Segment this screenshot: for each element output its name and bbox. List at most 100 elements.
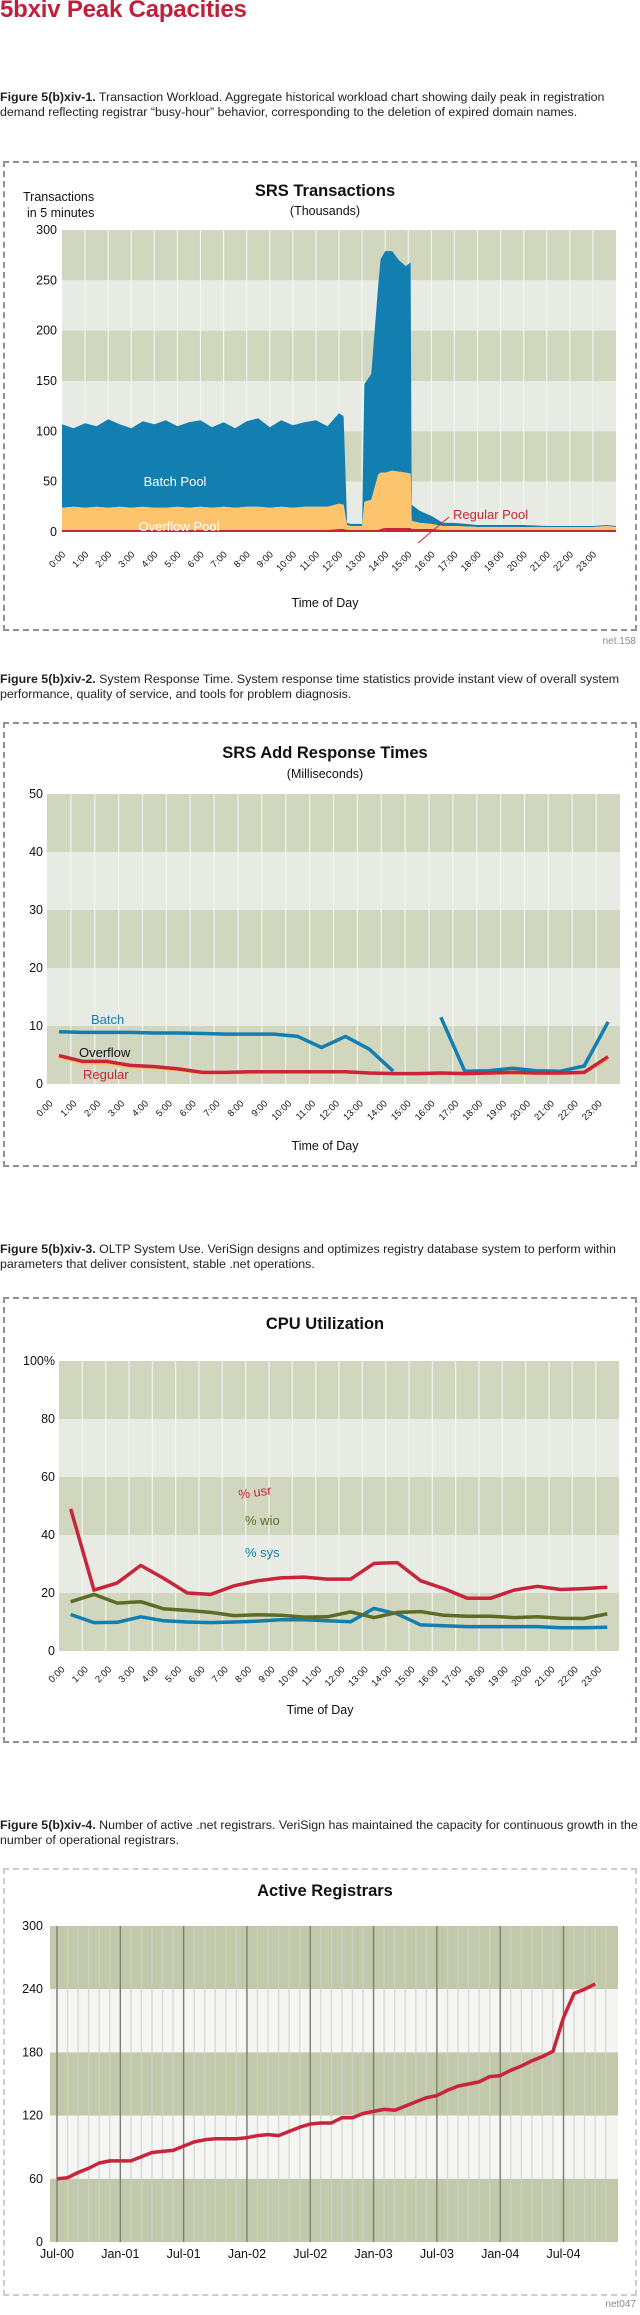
y-tick-label: 0 [50,525,57,539]
x-tick-label: 3:00 [106,1098,127,1119]
x-tick-label: 9:00 [255,549,276,570]
caption-label: Figure 5(b)xiv-1. [0,90,96,104]
x-tick-label: 22:00 [556,1098,581,1123]
cpu-utilization-chart: CPU Utilization 0 20 40 60 80 100% % usr % wio % … [23,1315,619,1717]
x-tick-label: Jul-00 [40,2247,74,2261]
x-tick-label: 18:00 [459,549,484,574]
chart-subtitle: (Thousands) [290,204,360,218]
x-tick-label: 15:00 [389,1098,414,1123]
x-tick-label: 15:00 [393,1664,418,1689]
figure-3-frame: CPU Utilization 0 20 40 60 80 100% % usr % wio % … [3,1297,637,1743]
x-tick-label: Jan-02 [228,2247,266,2261]
x-tick-label: 5:00 [154,1098,175,1119]
x-tick-label: 11:00 [298,549,322,573]
page-title: 5bxiv Peak Capacities [0,0,247,23]
regular-pool-label: Regular Pool [453,507,528,522]
y-tick-label: 50 [43,475,57,489]
chart-title: SRS Add Response Times [222,744,427,762]
x-tick-label: 0:00 [47,549,68,570]
line-regular [58,1053,610,1076]
x-tick-label: 16:00 [413,549,438,574]
x-tick-label: 12:00 [317,1098,342,1123]
y-tick-label: 60 [41,1470,55,1484]
x-tick-label: 3:00 [117,549,138,570]
figure-code: net047 [605,2299,636,2310]
x-tick-label: 23:00 [574,549,599,574]
x-tick-label: Jan-04 [481,2247,519,2261]
x-tick-label: 6:00 [186,549,207,570]
grid-band [50,1926,618,1990]
x-tick-label: 2:00 [82,1098,103,1119]
y-axis-label: in 5 minutes [27,206,94,220]
caption-text: Transaction Workload. Aggregate historic… [0,90,605,119]
figure-3-caption: Figure 5(b)xiv-3. OLTP System Use. VeriS… [0,1242,640,1272]
y-tick-label: 0 [48,1644,55,1658]
y-tick-label: 0 [36,1077,43,1091]
y-tick-label: 100% [23,1354,55,1368]
x-tick-label: 2:00 [93,549,114,570]
active-registrars-chart: Active Registrars Jul-00 Jan-01 Jul-01 Jan-0… [22,1882,618,2261]
x-tick-label: 3:00 [117,1664,138,1685]
x-tick-label: Jul-01 [167,2247,201,2261]
x-tick-label: 1:00 [70,549,91,570]
srs-response-times-chart: SRS Add Response Times (Milliseconds) 0 10 2… [29,744,620,1153]
area-batch-pool [62,251,616,527]
x-tick-label: 8:00 [233,1664,254,1685]
overflow-pool-label: Overflow Pool [139,519,220,534]
y-tick-label: 0 [36,2235,43,2249]
x-tick-label: 23:00 [580,1664,605,1689]
y-tick-label: 50 [29,787,43,801]
x-tick-label: 23:00 [580,1098,605,1123]
figure-2-caption: Figure 5(b)xiv-2. System Response Time. … [0,672,640,702]
caption-label: Figure 5(b)xiv-2. [0,672,96,686]
grid-band [50,2052,618,2116]
y-tick-label: 20 [29,961,43,975]
x-tick-label: 21:00 [528,549,553,574]
x-tick-label: 0:00 [35,1098,56,1119]
x-tick-label: 10:00 [276,1664,301,1689]
x-tick-label: 12:00 [323,1664,348,1689]
chart-title: Active Registrars [257,1882,393,1900]
batch-pool-label: Batch Pool [144,474,207,489]
x-tick-label: Jul-02 [293,2247,327,2261]
x-tick-label: 10:00 [270,1098,295,1123]
x-tick-label: 5:00 [163,1664,184,1685]
x-tick-label: 13:00 [341,1098,366,1123]
grid-band [50,1989,618,2053]
x-tick-label: 5:00 [163,549,184,570]
y-axis-label: Transactions [23,190,94,204]
x-tick-label: 12:00 [321,549,346,574]
y-tick-label: 60 [29,2172,43,2186]
x-tick-label: 19:00 [485,1098,510,1123]
usr-label: % usr [237,1482,273,1502]
x-tick-label: 11:00 [294,1098,318,1122]
x-axis-label: Time of Day [287,1703,355,1717]
x-tick-label: 14:00 [367,549,392,574]
figure-1-frame: SRS Transactions (Thousands) Transactions i… [3,161,637,631]
x-tick-label: 1:00 [59,1098,80,1119]
caption-label: Figure 5(b)xiv-3. [0,1242,96,1256]
x-tick-label: 19:00 [486,1664,511,1689]
area-overflow-pool [62,470,616,530]
x-tick-label: 22:00 [556,1664,581,1689]
x-tick-label: Jan-01 [101,2247,139,2261]
x-tick-label: 6:00 [178,1098,199,1119]
figure-2-frame: SRS Add Response Times (Milliseconds) 0 10 2… [3,722,637,1167]
x-tick-label: Jan-03 [354,2247,392,2261]
batch-label: Batch [91,1012,124,1027]
area-regular-pool [62,528,616,532]
x-tick-label: Jul-03 [420,2247,454,2261]
x-tick-label: 21:00 [532,1098,557,1123]
y-tick-label: 300 [22,1919,43,1933]
x-tick-label: 16:00 [413,1098,438,1123]
figure-code: net.158 [602,636,636,647]
chart-title: CPU Utilization [266,1315,384,1333]
y-tick-label: 180 [22,2045,43,2059]
x-tick-label: 18:00 [461,1098,486,1123]
x-tick-label: 15:00 [390,549,415,574]
y-tick-label: 250 [36,273,57,287]
y-tick-label: 30 [29,903,43,917]
y-tick-label: 300 [36,223,57,237]
x-tick-label: 8:00 [226,1098,247,1119]
y-tick-label: 200 [36,324,57,338]
